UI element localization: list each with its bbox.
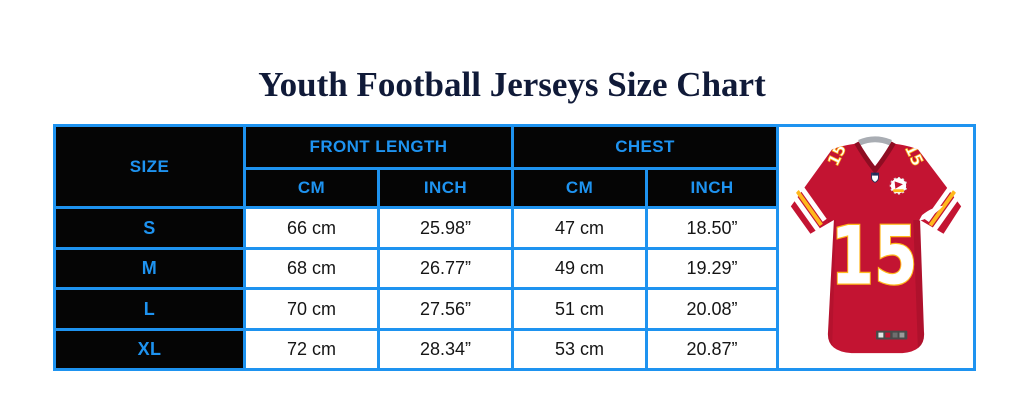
value-chest-inch: 20.87”: [645, 328, 780, 371]
team-patch-logo: [889, 176, 908, 195]
page-title: Youth Football Jerseys Size Chart: [258, 65, 766, 105]
nfl-shield-logo: [871, 172, 879, 183]
jersey-sleeve-stripes-left: [791, 185, 827, 232]
value-front-inch: 28.34”: [376, 328, 515, 371]
value-front-cm: 72 cm: [243, 328, 380, 371]
jersey-body: [790, 143, 962, 354]
jersey-photo-cell: 15 15 15: [776, 124, 977, 371]
jersey-photo: 15 15 15: [783, 129, 969, 361]
header-chest-cm: CM: [511, 167, 649, 209]
size-cell-m: M: [53, 247, 246, 290]
value-chest-cm: 51 cm: [511, 287, 649, 331]
value-chest-cm: 49 cm: [511, 247, 649, 290]
value-chest-inch: 18.50”: [645, 206, 780, 250]
value-chest-inch: 19.29”: [645, 247, 780, 290]
value-front-inch: 25.98”: [376, 206, 515, 250]
svg-text:15: 15: [831, 209, 918, 303]
jersey-graphic: 15 15 15: [790, 136, 962, 354]
header-chest-inch: INCH: [645, 167, 780, 209]
header-front-cm: CM: [243, 167, 380, 209]
header-chest: CHEST: [511, 124, 780, 170]
jersey-back-collar: [858, 136, 892, 146]
value-front-inch: 26.77”: [376, 247, 515, 290]
swoosh-icon: [919, 205, 944, 221]
header-front-inch: INCH: [376, 167, 515, 209]
value-chest-cm: 47 cm: [511, 206, 649, 250]
jersey-shoulder-numbers: 15 15: [823, 144, 928, 170]
size-cell-xl: XL: [53, 328, 246, 371]
value-chest-cm: 53 cm: [511, 328, 649, 371]
table-row-m: M 68 cm 26.77” 49 cm 19.29”: [53, 247, 975, 290]
size-chart-table: SIZE FRONT LENGTH CHEST: [53, 124, 977, 371]
table-row-xl: XL 72 cm 28.34” 53 cm 20.87”: [53, 328, 975, 371]
value-front-cm: 66 cm: [243, 206, 380, 250]
table-row-s: S 66 cm 25.98” 47 cm 18.50”: [53, 206, 975, 250]
value-front-cm: 68 cm: [243, 247, 380, 290]
value-front-inch: 27.56”: [376, 287, 515, 331]
size-cell-s: S: [53, 206, 246, 250]
jersey-jock-tag: [876, 330, 908, 340]
header-size: SIZE: [53, 124, 246, 209]
table-row-l: L 70 cm 27.56” 51 cm 20.08”: [53, 287, 975, 331]
jersey-collar: [854, 141, 896, 175]
jersey-number: 15: [829, 208, 918, 304]
size-cell-l: L: [53, 287, 246, 331]
value-front-cm: 70 cm: [243, 287, 380, 331]
value-chest-inch: 20.08”: [645, 287, 780, 331]
header-front-length: FRONT LENGTH: [242, 124, 515, 170]
